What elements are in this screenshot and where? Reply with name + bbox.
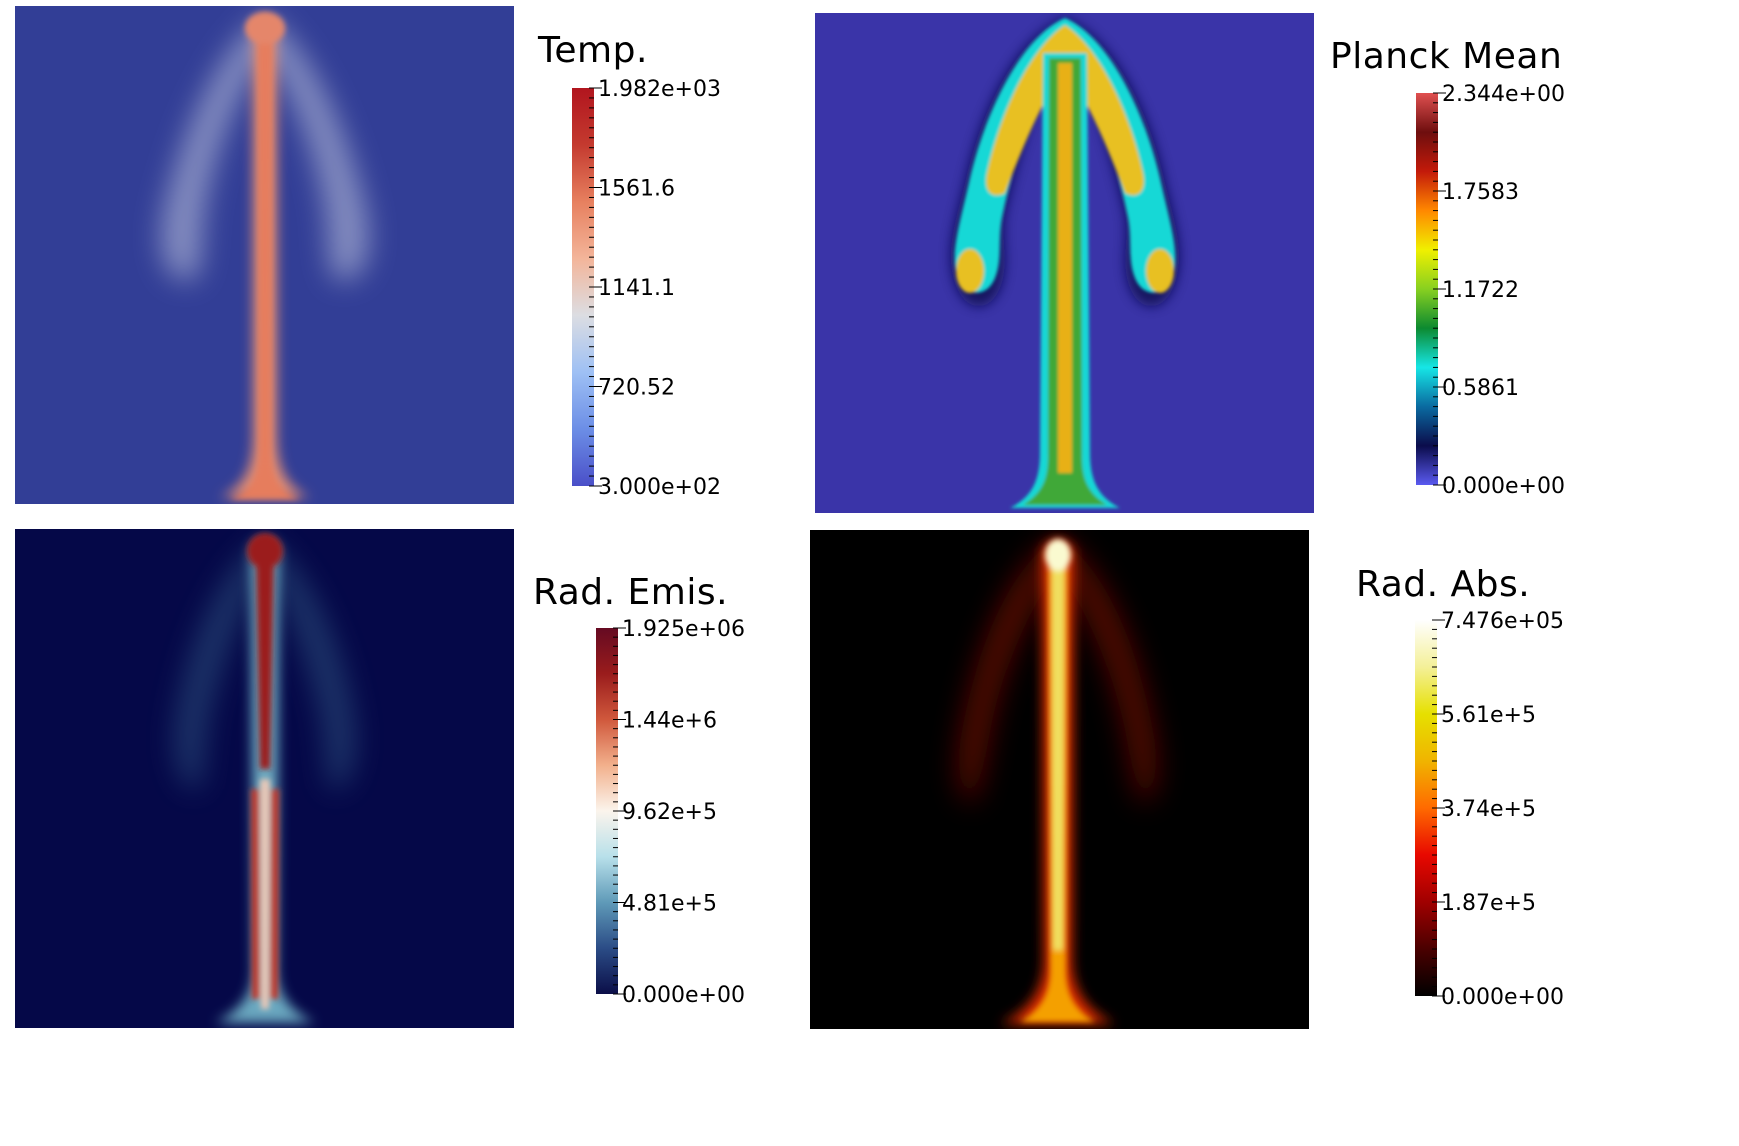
rad-emission-colorbar-label: 1.925e+06	[622, 617, 745, 642]
rad-emission-plot	[15, 529, 514, 1028]
temperature-colorbar-label: 3.000e+02	[598, 475, 721, 500]
rad-emission-title: Rad. Emis.	[533, 572, 729, 613]
temperature-colorbar-label: 1561.6	[598, 177, 675, 202]
rad-emission-colorbar-gradient	[596, 628, 618, 994]
planck-mean-colorbar: 2.344e+00 1.7583 1.1722 0.5861 0.000e+00	[1416, 82, 1565, 499]
rad-absorption-title: Rad. Abs.	[1356, 564, 1531, 605]
planck-mean-colorbar-label: 1.7583	[1442, 180, 1519, 205]
rad-emission-colorbar-label: 1.44e+6	[622, 709, 717, 734]
rad-absorption-colorbar-label: 7.476e+05	[1441, 609, 1564, 634]
temperature-colorbar-label: 1.982e+03	[598, 77, 721, 102]
rad-absorption-colorbar: 7.476e+05 5.61e+5 3.74e+5 1.87e+5 0.000e+00	[1415, 609, 1564, 1010]
planck-mean-colorbar-label: 2.344e+00	[1442, 82, 1565, 107]
rad-absorption-plot	[810, 530, 1309, 1029]
rad-absorption-colorbar-label: 0.000e+00	[1441, 985, 1564, 1010]
temperature-colorbar: 1.982e+03 1561.6 1141.1 720.52 3.000e+02	[572, 77, 721, 500]
rad-emission-colorbar-label: 4.81e+5	[622, 892, 717, 917]
planck-mean-colorbar-label: 0.5861	[1442, 376, 1519, 401]
planck-mean-colorbar-label: 0.000e+00	[1442, 474, 1565, 499]
temperature-title: Temp.	[538, 30, 648, 71]
rad-emission-colorbar: 1.925e+06 1.44e+6 9.62e+5 4.81e+5 0.000e+00	[596, 617, 745, 1008]
rad-absorption-colorbar-gradient	[1415, 620, 1437, 996]
rad-absorption-colorbar-label: 3.74e+5	[1441, 797, 1536, 822]
temperature-colorbar-gradient	[572, 88, 594, 486]
temperature-plot	[15, 6, 514, 504]
rad-absorption-colorbar-label: 5.61e+5	[1441, 703, 1536, 728]
rad-emission-colorbar-label: 0.000e+00	[622, 983, 745, 1008]
rad-absorption-colorbar-label: 1.87e+5	[1441, 891, 1536, 916]
planck-mean-plot	[815, 13, 1314, 513]
planck-mean-colorbar-label: 1.1722	[1442, 278, 1519, 303]
temperature-colorbar-label: 720.52	[598, 376, 675, 401]
temperature-colorbar-label: 1141.1	[598, 276, 675, 301]
rad-emission-colorbar-label: 9.62e+5	[622, 800, 717, 825]
planck-mean-colorbar-gradient	[1416, 93, 1438, 485]
planck-mean-title: Planck Mean	[1330, 36, 1563, 77]
